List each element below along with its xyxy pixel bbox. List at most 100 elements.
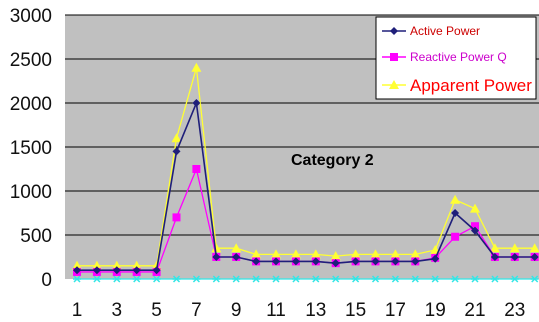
series-baseline [73, 275, 539, 283]
data-point [411, 257, 420, 266]
data-point [232, 253, 241, 261]
legend-swatch-marker [389, 80, 399, 89]
data-point [211, 243, 222, 253]
data-point [272, 275, 280, 283]
x-tick-label: 17 [385, 300, 406, 321]
data-point [470, 203, 480, 213]
data-point [212, 275, 221, 283]
data-point [489, 243, 500, 253]
x-tick-label: 19 [425, 300, 446, 321]
data-point [232, 275, 241, 283]
data-point [510, 253, 519, 261]
data-point [131, 260, 142, 270]
data-point [391, 275, 400, 283]
data-point [471, 226, 479, 235]
data-point [252, 275, 261, 283]
data-point [172, 147, 181, 156]
x-tick-label: 9 [231, 300, 242, 321]
x-tick-label: 21 [464, 300, 485, 321]
x-tick-label: 15 [345, 300, 366, 321]
x-axis: 1 3 5 7 9 11 13 15 17 19 21 23 [72, 300, 526, 321]
data-point [251, 249, 262, 259]
data-point [73, 275, 81, 283]
data-point [331, 259, 340, 268]
x-tick-label: 5 [151, 300, 162, 321]
legend-label: Apparent Power [410, 76, 532, 95]
data-point [509, 243, 520, 253]
data-point [231, 243, 242, 253]
data-point [272, 257, 280, 266]
data-point [530, 253, 539, 261]
data-point [252, 257, 261, 266]
legend-swatch-marker [390, 27, 398, 35]
data-point [431, 254, 440, 263]
data-point [291, 257, 300, 266]
data-point [91, 260, 102, 270]
data-point [92, 275, 101, 283]
legend-label: Reactive Power Q [410, 50, 507, 64]
data-point [112, 275, 121, 283]
x-tick-label: 11 [266, 300, 286, 321]
data-point [271, 249, 281, 259]
y-tick-label: 1500 [10, 138, 52, 159]
y-tick-label: 2500 [10, 50, 52, 71]
x-tick-label: 13 [305, 300, 326, 321]
data-point [152, 266, 161, 275]
data-point [212, 253, 221, 261]
data-point [451, 232, 460, 241]
data-point [350, 249, 361, 259]
data-point [390, 249, 401, 259]
x-tick-label: 1 [72, 300, 83, 321]
legend: Active Power Reactive Power Q Apparent Pow… [375, 16, 537, 100]
legend-swatch-marker [390, 53, 398, 61]
data-point [510, 275, 519, 283]
data-point [151, 260, 162, 270]
data-point [92, 266, 101, 275]
y-tick-label: 0 [41, 270, 52, 291]
data-point [172, 275, 181, 283]
data-point [132, 275, 141, 283]
series-active-power [73, 99, 539, 275]
data-point [311, 257, 320, 266]
y-tick-label: 1000 [10, 182, 52, 203]
data-point [132, 266, 141, 275]
data-point [471, 275, 479, 283]
data-point [291, 275, 300, 283]
y-tick-label: 2000 [10, 94, 52, 115]
x-tick-label: 3 [112, 300, 123, 321]
y-axis: 0 500 1000 1500 2000 2500 3000 [10, 6, 52, 291]
category-annotation: Category 2 [291, 152, 374, 169]
data-point [192, 165, 201, 173]
data-point [191, 62, 202, 72]
data-point [330, 251, 341, 261]
data-point [471, 222, 479, 231]
y-tick-label: 3000 [10, 6, 52, 27]
data-point [451, 275, 460, 283]
data-point [371, 275, 380, 283]
data-point [72, 260, 82, 270]
grid-lines [65, 14, 539, 236]
series-layer [72, 62, 539, 283]
data-point [351, 257, 360, 266]
data-point [371, 257, 380, 266]
data-point [351, 275, 360, 283]
data-point [311, 275, 320, 283]
data-point [530, 275, 539, 283]
series-apparent-power [72, 62, 539, 270]
x-tick-label: 23 [504, 300, 525, 321]
data-point [290, 249, 301, 259]
data-point [490, 253, 499, 261]
data-point [112, 266, 121, 275]
legend-label: Active Power [410, 24, 480, 38]
data-point [370, 249, 381, 259]
data-point [152, 275, 161, 283]
data-point [172, 213, 181, 222]
data-point [331, 275, 340, 283]
data-point [111, 260, 122, 270]
data-point [73, 266, 81, 275]
data-point [490, 275, 499, 283]
data-point [171, 133, 182, 143]
y-tick-label: 500 [20, 226, 52, 247]
